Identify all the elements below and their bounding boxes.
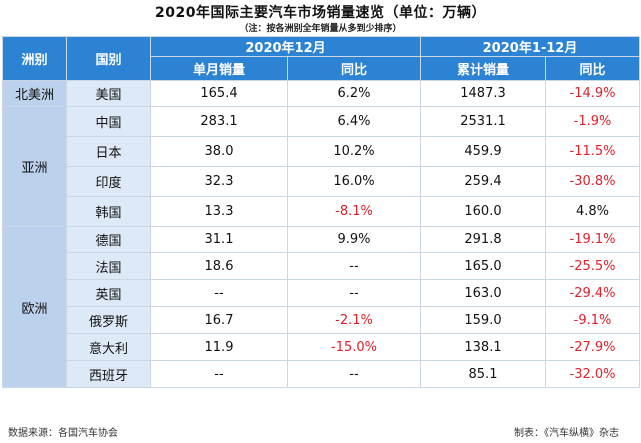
header-ytd-yoy: 同比 (545, 56, 640, 81)
ytd-yoy-cell: -11.5% (545, 136, 640, 167)
table-row: 法国 18.6 -- 165.0 -25.5% (3, 252, 640, 280)
ytd-sales-cell: 85.1 (420, 360, 546, 388)
header-region: 洲别 (2, 36, 67, 81)
ytd-sales-cell: 165.0 (420, 252, 546, 280)
table-row: 亚洲 中国 283.1 6.4% 2531.1 -1.9% (2, 106, 640, 227)
month-yoy-cell: -- (287, 360, 421, 388)
ytd-sales-cell: 291.8 (420, 226, 546, 253)
table-row: 意大利 11.9 -15.0% 138.1 -27.9% (3, 333, 640, 361)
country-cell: 印度 (66, 166, 151, 197)
month-yoy-cell: -15.0% (287, 333, 421, 361)
header-country: 国别 (66, 36, 151, 81)
table-row: 欧洲 德国 31.1 9.9% 291.8 -19.1% (2, 226, 640, 388)
month-sales-cell: 18.6 (150, 252, 288, 280)
country-cell: 俄罗斯 (66, 306, 151, 334)
country-cell: 英国 (66, 279, 151, 307)
country-cell: 德国 (66, 226, 151, 253)
ytd-yoy-cell: 4.8% (545, 196, 640, 227)
ytd-sales-cell: 1487.3 (420, 80, 546, 107)
month-yoy-cell: 16.0% (287, 166, 421, 197)
month-yoy-cell: -2.1% (287, 306, 421, 334)
page-title: 2020年国际主要汽车市场销量速览（单位：万辆） (155, 5, 486, 21)
month-sales-cell: 13.3 (150, 196, 288, 227)
table-row: 日本 38.0 10.2% 459.9 -11.5% (3, 136, 640, 167)
table-row: 印度 32.3 16.0% 259.4 -30.8% (3, 166, 640, 197)
header-month-sales: 单月销量 (150, 56, 288, 81)
ytd-sales-cell: 2531.1 (420, 106, 546, 137)
table-row: 英国 -- -- 163.0 -29.4% (3, 279, 640, 307)
month-yoy-cell: 10.2% (287, 136, 421, 167)
month-sales-cell: 32.3 (150, 166, 288, 197)
ytd-yoy-cell: -9.1% (545, 306, 640, 334)
ytd-sales-cell: 159.0 (420, 306, 546, 334)
header-period-year: 2020年1-12月 (420, 36, 640, 57)
ytd-yoy-cell: -27.9% (545, 333, 640, 361)
country-cell: 西班牙 (66, 360, 151, 388)
ytd-yoy-cell: -14.9% (545, 80, 640, 107)
ytd-sales-cell: 259.4 (420, 166, 546, 197)
table-row: 俄罗斯 16.7 -2.1% 159.0 -9.1% (3, 306, 640, 334)
ytd-yoy-cell: -1.9% (545, 106, 640, 137)
month-sales-cell: 31.1 (150, 226, 288, 253)
country-cell: 日本 (66, 136, 151, 167)
sales-table: 洲别 国别 2020年12月 2020年1-12月 单月销量 同比 累计销量 同… (2, 36, 640, 388)
month-sales-cell: -- (150, 279, 288, 307)
region-cell-north-america: 北美洲 (2, 80, 67, 107)
month-yoy-cell: 6.4% (287, 106, 421, 137)
month-sales-cell: -- (150, 360, 288, 388)
ytd-sales-cell: 138.1 (420, 333, 546, 361)
ytd-yoy-cell: -32.0% (545, 360, 640, 388)
month-sales-cell: 165.4 (150, 80, 288, 107)
month-yoy-cell: -- (287, 252, 421, 280)
table-maker-note: 制表：《汽车纵横》杂志 (514, 428, 619, 439)
ytd-sales-cell: 163.0 (420, 279, 546, 307)
table-row: 韩国 13.3 -8.1% 160.0 4.8% (3, 196, 640, 227)
month-sales-cell: 38.0 (150, 136, 288, 167)
month-yoy-cell: -- (287, 279, 421, 307)
month-yoy-cell: 9.9% (287, 226, 421, 253)
table-row: 北美洲 美国 165.4 6.2% 1487.3 -14.9% (2, 80, 640, 107)
month-sales-cell: 16.7 (150, 306, 288, 334)
region-cell-asia: 亚洲 (2, 106, 67, 227)
data-source-note: 数据来源：各国汽车协会 (8, 428, 118, 439)
month-yoy-cell: 6.2% (287, 80, 421, 107)
region-cell-europe: 欧洲 (2, 226, 67, 388)
header-month-yoy: 同比 (287, 56, 421, 81)
country-cell: 美国 (66, 80, 151, 107)
month-sales-cell: 11.9 (150, 333, 288, 361)
country-cell: 韩国 (66, 196, 151, 227)
ytd-sales-cell: 459.9 (420, 136, 546, 167)
country-cell: 中国 (66, 106, 151, 137)
month-sales-cell: 283.1 (150, 106, 288, 137)
table-row: 西班牙 -- -- 85.1 -32.0% (3, 360, 640, 388)
sort-note: （注：按各洲别全年销量从多到少排序） (239, 24, 402, 34)
ytd-yoy-cell: -30.8% (545, 166, 640, 197)
ytd-sales-cell: 160.0 (420, 196, 546, 227)
country-cell: 法国 (66, 252, 151, 280)
ytd-yoy-cell: -25.5% (545, 252, 640, 280)
month-yoy-cell: -8.1% (287, 196, 421, 227)
header-period-month: 2020年12月 (150, 36, 421, 57)
country-cell: 意大利 (66, 333, 151, 361)
header-ytd-sales: 累计销量 (420, 56, 546, 81)
ytd-yoy-cell: -19.1% (545, 226, 640, 253)
ytd-yoy-cell: -29.4% (545, 279, 640, 307)
